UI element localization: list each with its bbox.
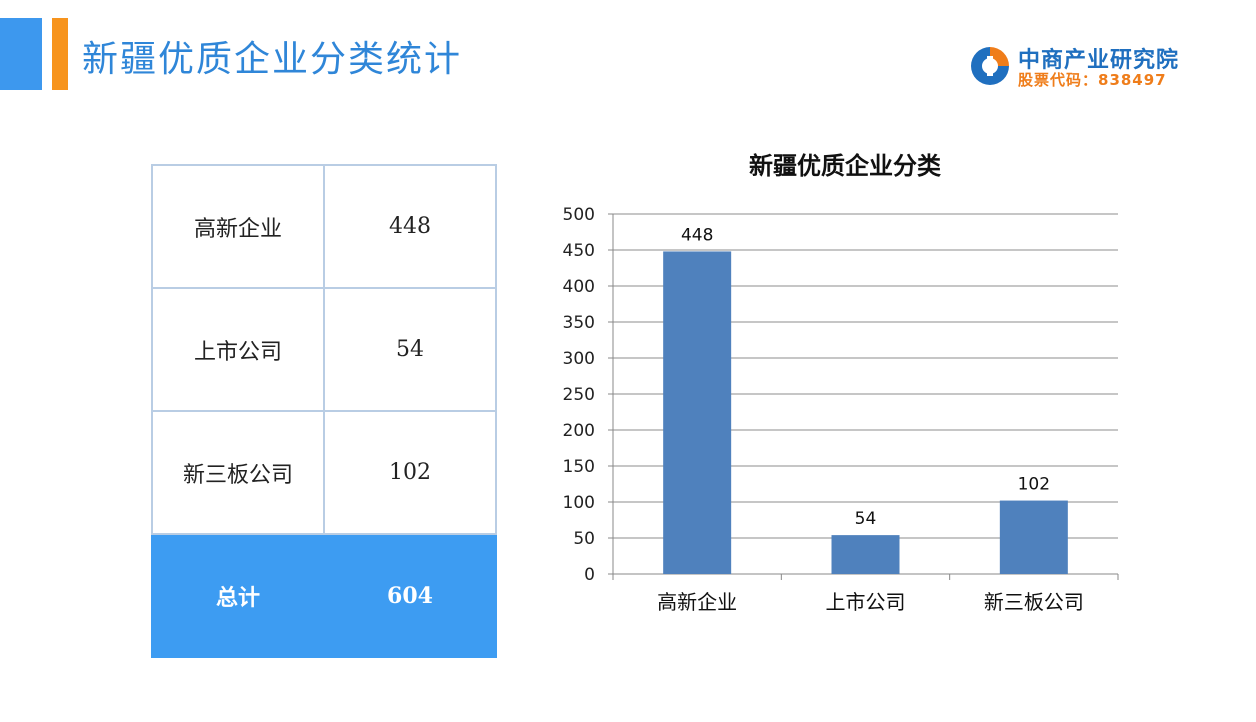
data-label: 448 xyxy=(681,225,713,245)
logo-stock-code: 股票代码：838497 xyxy=(1018,71,1167,89)
page-title: 新疆优质企业分类统计 xyxy=(82,39,463,80)
data-label: 54 xyxy=(855,509,877,529)
company-logo: 中商产业研究院 股票代码：838497 xyxy=(968,40,1208,92)
row-value: 448 xyxy=(323,164,497,289)
bar xyxy=(831,535,900,574)
x-tick-label: 新三板公司 xyxy=(984,590,1084,614)
total-row: 总计 604 xyxy=(151,533,497,658)
y-tick-label: 400 xyxy=(563,277,595,297)
y-tick-label: 350 xyxy=(563,313,595,333)
y-tick-label: 450 xyxy=(563,241,595,261)
total-value: 604 xyxy=(323,533,497,658)
chart-title: 新疆优质企业分类 xyxy=(749,151,941,180)
table-row: 高新企业 448 xyxy=(151,164,497,289)
row-label: 高新企业 xyxy=(151,164,325,289)
header-accent-orange xyxy=(52,18,68,90)
row-label: 上市公司 xyxy=(151,287,325,412)
stats-table: 高新企业 448 上市公司 54 新三板公司 102 总计 604 xyxy=(151,164,497,658)
y-tick-label: 300 xyxy=(563,349,595,369)
data-label: 102 xyxy=(1018,475,1050,495)
row-value: 54 xyxy=(323,287,497,412)
bar xyxy=(999,500,1068,574)
total-label: 总计 xyxy=(151,533,325,658)
table-row: 上市公司 54 xyxy=(151,287,497,412)
bar-chart: 0 50 100 150 200 250 300 350 400 450 500 448 高新企业 54 上… xyxy=(563,205,1119,614)
logo-name: 中商产业研究院 xyxy=(1018,48,1180,73)
table-row: 新三板公司 102 xyxy=(151,410,497,535)
row-value: 102 xyxy=(323,410,497,535)
y-tick-label: 50 xyxy=(573,529,595,549)
y-tick-label: 150 xyxy=(563,457,595,477)
x-tick-label: 上市公司 xyxy=(826,590,906,614)
y-tick-label: 0 xyxy=(584,565,595,585)
row-label: 新三板公司 xyxy=(151,410,325,535)
x-tick-label: 高新企业 xyxy=(657,590,737,614)
y-tick-label: 200 xyxy=(563,421,595,441)
header-accent-blue xyxy=(0,18,42,90)
y-tick-label: 500 xyxy=(563,205,595,225)
y-tick-label: 100 xyxy=(563,493,595,513)
y-tick-label: 250 xyxy=(563,385,595,405)
logo-icon xyxy=(971,47,1009,85)
bar xyxy=(663,251,732,574)
